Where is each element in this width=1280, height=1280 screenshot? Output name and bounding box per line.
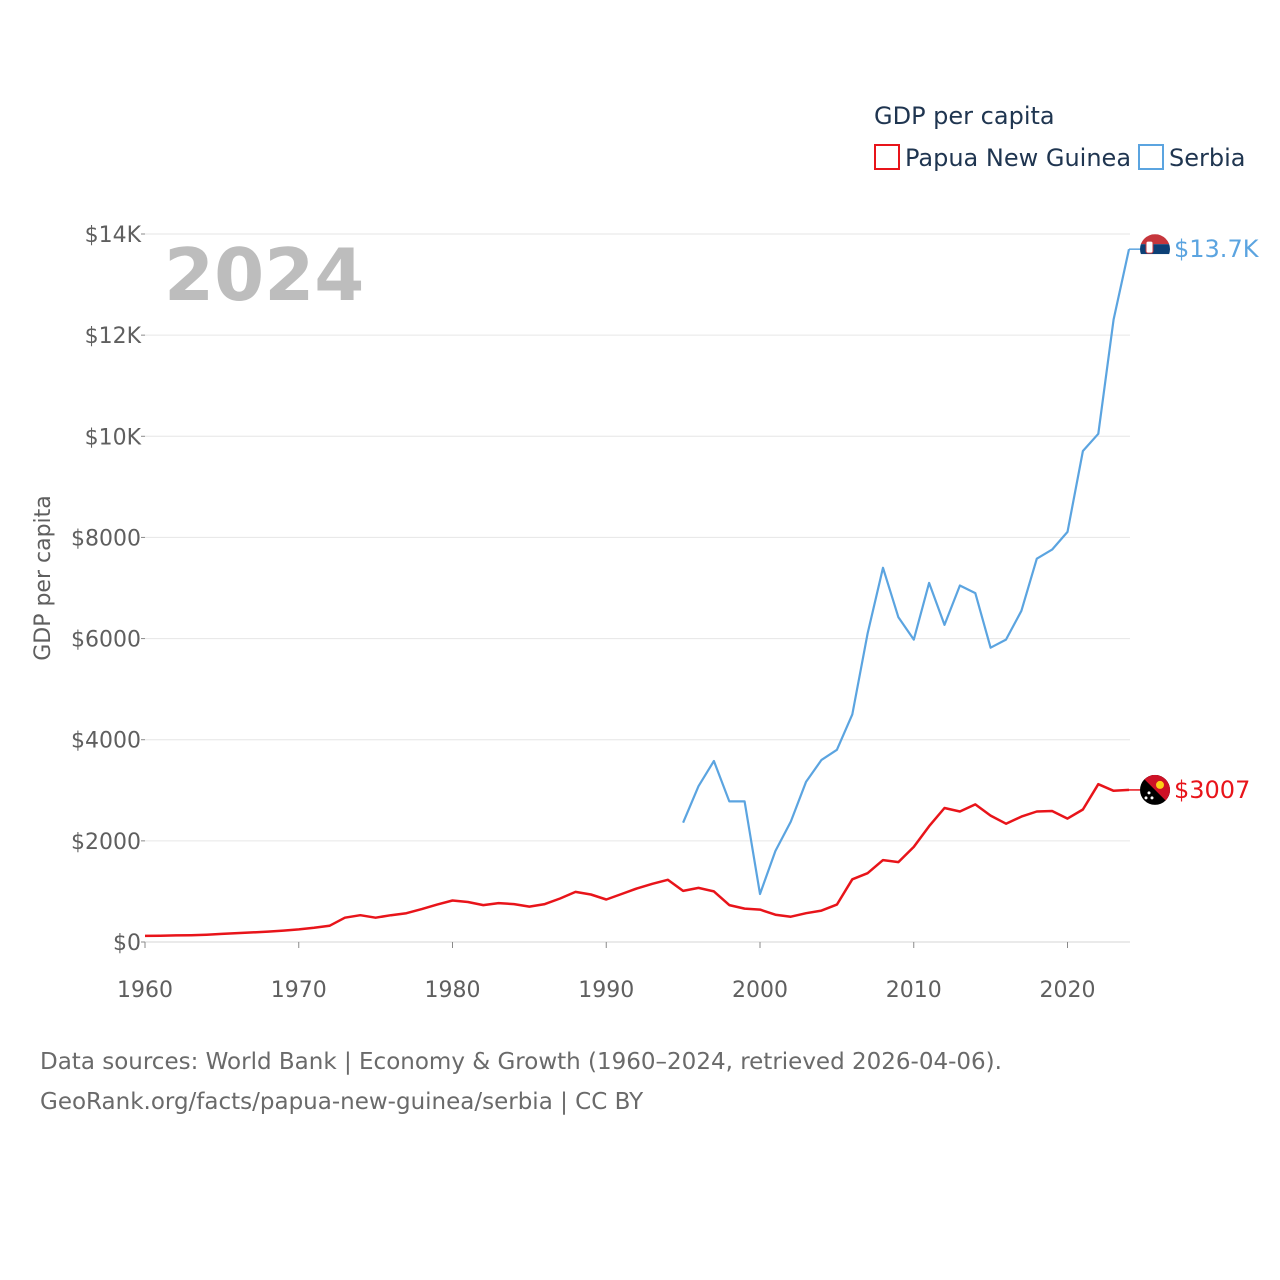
x-axis: 1960 1970 1980 1990 2000 2010 2020 [117,942,1096,1003]
source-line-1: Data sources: World Bank | Economy & Gro… [40,1049,1002,1075]
legend-label-serbia: Serbia [1169,144,1245,172]
x-tick-label: 1970 [271,978,327,1003]
x-tick-label: 2010 [886,978,942,1003]
x-tick-label: 1990 [578,978,634,1003]
serbia-end-marker: $13.7K [1129,234,1260,265]
legend-swatch-papua-new-guinea [874,144,900,170]
y-tick-label: $10K [85,425,142,450]
y-tick-label: $0 [113,931,141,956]
gridlines [145,233,1130,943]
series-lines [144,248,1131,938]
x-tick-label: 1960 [117,978,173,1003]
source-line-2[interactable]: GeoRank.org/facts/papua-new-guinea/serbi… [40,1089,644,1115]
legend-item-serbia[interactable]: Serbia [1138,144,1245,172]
legend: GDP per capita Papua New Guinea Serbia [874,102,1245,172]
y-tick-label: $14K [85,223,142,248]
y-tick-label: $4000 [71,729,141,754]
papua-new-guinea-flag-icon [1140,774,1170,805]
y-axis: $0 $2000 $4000 $6000 $8000 $10K $12K $14K [71,223,145,956]
papua-new-guinea-end-label: $3007 [1174,776,1250,804]
x-tick-label: 1980 [425,978,481,1003]
y-tick-label: $6000 [71,628,141,653]
serbia-flag-icon [1140,234,1170,265]
y-axis-title: GDP per capita [31,495,56,661]
serbia-end-label: $13.7K [1174,235,1260,263]
x-tick-label: 2020 [1040,978,1096,1003]
y-tick-label: $12K [85,324,142,349]
legend-label-papua-new-guinea: Papua New Guinea [905,144,1131,172]
legend-item-papua-new-guinea[interactable]: Papua New Guinea [874,144,1131,172]
series-line-papua-new-guinea [144,782,1130,938]
papua-new-guinea-end-marker: $3007 [1129,774,1250,805]
legend-title: GDP per capita [874,102,1055,130]
x-tick-label: 2000 [732,978,788,1003]
series-line-serbia [682,248,1131,896]
legend-swatch-serbia [1138,144,1164,170]
year-label: 2024 [164,233,364,317]
y-tick-label: $2000 [71,830,141,855]
source-footnote: Data sources: World Bank | Economy & Gro… [40,1042,1240,1122]
y-tick-label: $8000 [71,526,141,551]
